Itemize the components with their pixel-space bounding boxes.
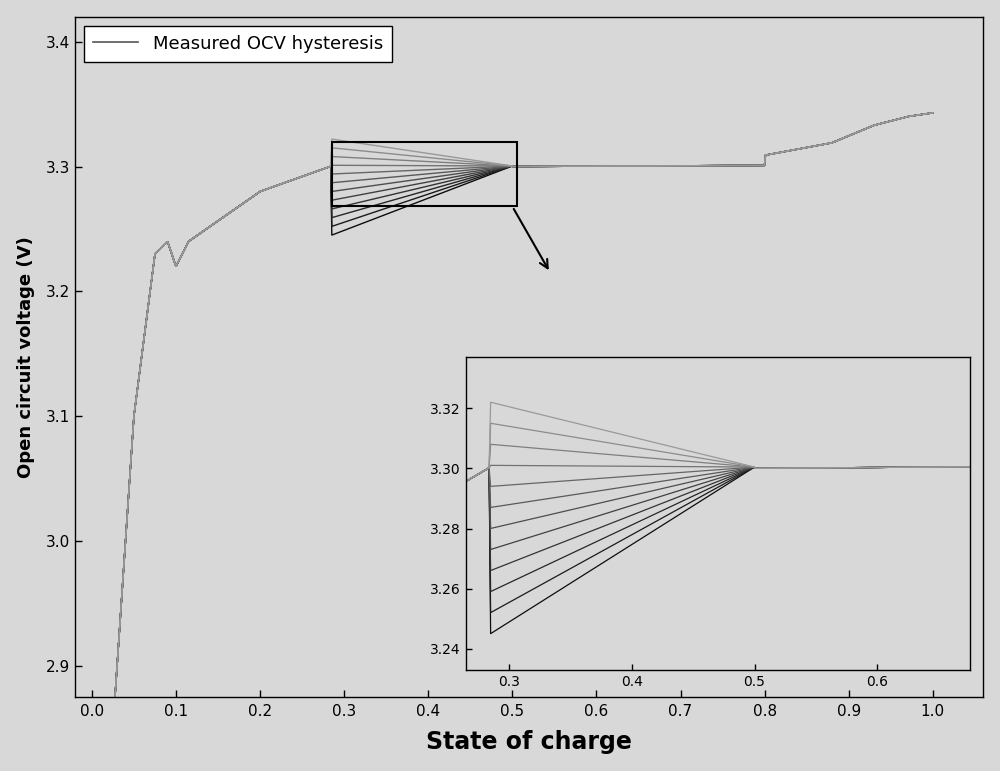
Y-axis label: Open circuit voltage (V): Open circuit voltage (V): [17, 236, 35, 478]
X-axis label: State of charge: State of charge: [426, 730, 632, 754]
Legend: Measured OCV hysteresis: Measured OCV hysteresis: [84, 25, 392, 62]
Bar: [332, 142, 517, 207]
